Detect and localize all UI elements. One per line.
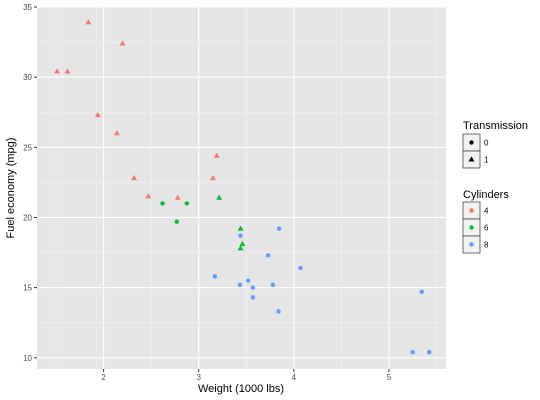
y-tick-label: 15 bbox=[23, 284, 32, 293]
data-point bbox=[250, 295, 256, 300]
data-point bbox=[276, 226, 282, 231]
x-tick-label: 3 bbox=[196, 373, 201, 382]
data-point bbox=[174, 194, 181, 200]
data-point bbox=[54, 68, 60, 74]
data-point bbox=[238, 233, 243, 238]
data-point bbox=[419, 289, 424, 295]
data-point bbox=[250, 285, 256, 290]
data-point bbox=[213, 152, 220, 158]
data-point bbox=[174, 219, 180, 224]
legend-label: 8 bbox=[484, 241, 489, 250]
legend-cylinders-title: Cylinders bbox=[463, 189, 509, 201]
x-tick-label: 4 bbox=[292, 373, 297, 382]
data-point bbox=[145, 193, 152, 199]
y-tick-label: 30 bbox=[23, 73, 32, 82]
y-axis-ticks: 10 15 20 25 30 35 bbox=[23, 3, 37, 363]
plot-panel bbox=[37, 7, 446, 369]
x-tick-label: 5 bbox=[387, 373, 392, 382]
x-tick-label: 2 bbox=[101, 373, 106, 382]
legend-key-glyph bbox=[469, 225, 474, 230]
legend-transmission-title: Transmission bbox=[463, 120, 528, 132]
data-points bbox=[54, 19, 432, 355]
legend-label: 0 bbox=[484, 139, 489, 148]
data-point bbox=[270, 282, 276, 288]
legend-key-glyph bbox=[468, 156, 475, 162]
y-tick-label: 10 bbox=[23, 354, 32, 363]
x-axis-ticks: 2 3 4 5 bbox=[101, 369, 392, 382]
legend-key-glyph bbox=[469, 242, 474, 247]
data-point bbox=[131, 174, 137, 181]
y-tick-label: 25 bbox=[23, 143, 32, 152]
legend-cylinders: Cylinders 4 6 8 bbox=[462, 189, 509, 254]
data-point bbox=[85, 19, 92, 25]
data-point bbox=[210, 174, 216, 181]
data-point bbox=[298, 265, 303, 271]
data-point bbox=[119, 40, 126, 46]
data-point bbox=[160, 201, 165, 206]
y-tick-label: 20 bbox=[23, 213, 32, 222]
data-point bbox=[184, 201, 190, 206]
data-point bbox=[239, 240, 246, 247]
data-point bbox=[245, 278, 251, 283]
data-point bbox=[410, 349, 415, 355]
data-point bbox=[237, 245, 244, 251]
legend-label: 4 bbox=[484, 207, 489, 216]
data-point bbox=[216, 194, 223, 200]
minor-gridlines bbox=[37, 7, 446, 369]
y-tick-label: 35 bbox=[23, 3, 32, 12]
legend-label: 1 bbox=[484, 156, 489, 165]
data-point bbox=[237, 225, 244, 231]
legend-key-glyph bbox=[469, 208, 474, 213]
y-axis-title: Fuel economy (mpg) bbox=[5, 138, 17, 239]
legend-label: 6 bbox=[484, 224, 489, 233]
data-point bbox=[237, 282, 243, 288]
legend-key-glyph bbox=[469, 140, 474, 145]
legend-transmission: Transmission 0 1 bbox=[462, 120, 528, 169]
data-point bbox=[94, 111, 101, 118]
data-point bbox=[265, 253, 271, 258]
data-point bbox=[212, 274, 218, 279]
x-axis-title: Weight (1000 lbs) bbox=[198, 383, 284, 395]
data-point bbox=[113, 130, 120, 136]
major-gridlines bbox=[37, 6, 446, 369]
data-point bbox=[64, 68, 71, 74]
data-point bbox=[427, 349, 432, 355]
data-point bbox=[276, 309, 281, 314]
